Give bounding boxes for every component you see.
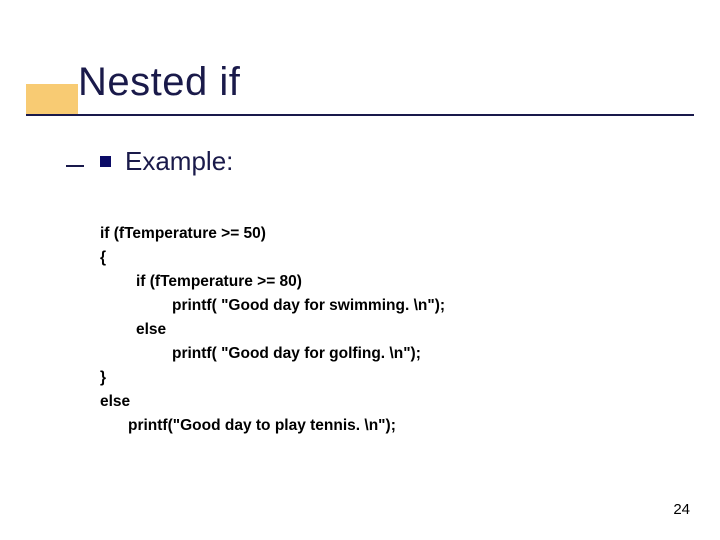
title-area: Nested if bbox=[26, 60, 694, 104]
code-line: { bbox=[100, 246, 445, 270]
slide-title: Nested if bbox=[26, 60, 694, 104]
bullet-row: Example: bbox=[100, 146, 233, 177]
code-line: printf( "Good day for golfing. \n"); bbox=[172, 342, 445, 366]
page-number: 24 bbox=[673, 501, 690, 518]
code-line: } bbox=[100, 366, 445, 390]
bullet-label: Example: bbox=[125, 146, 233, 177]
title-underline bbox=[26, 114, 694, 116]
code-line: else bbox=[136, 318, 445, 342]
code-line: printf("Good day to play tennis. \n"); bbox=[128, 414, 445, 438]
code-line: if (fTemperature >= 80) bbox=[136, 270, 445, 294]
bullet-square-icon bbox=[100, 156, 111, 167]
title-underline-small bbox=[66, 165, 84, 167]
slide: Nested if Example: if (fTemperature >= 5… bbox=[0, 0, 720, 540]
code-line: printf( "Good day for swimming. \n"); bbox=[172, 294, 445, 318]
code-line: else bbox=[100, 390, 445, 414]
code-line: if (fTemperature >= 50) bbox=[100, 222, 445, 246]
code-block: if (fTemperature >= 50) { if (fTemperatu… bbox=[100, 222, 445, 438]
